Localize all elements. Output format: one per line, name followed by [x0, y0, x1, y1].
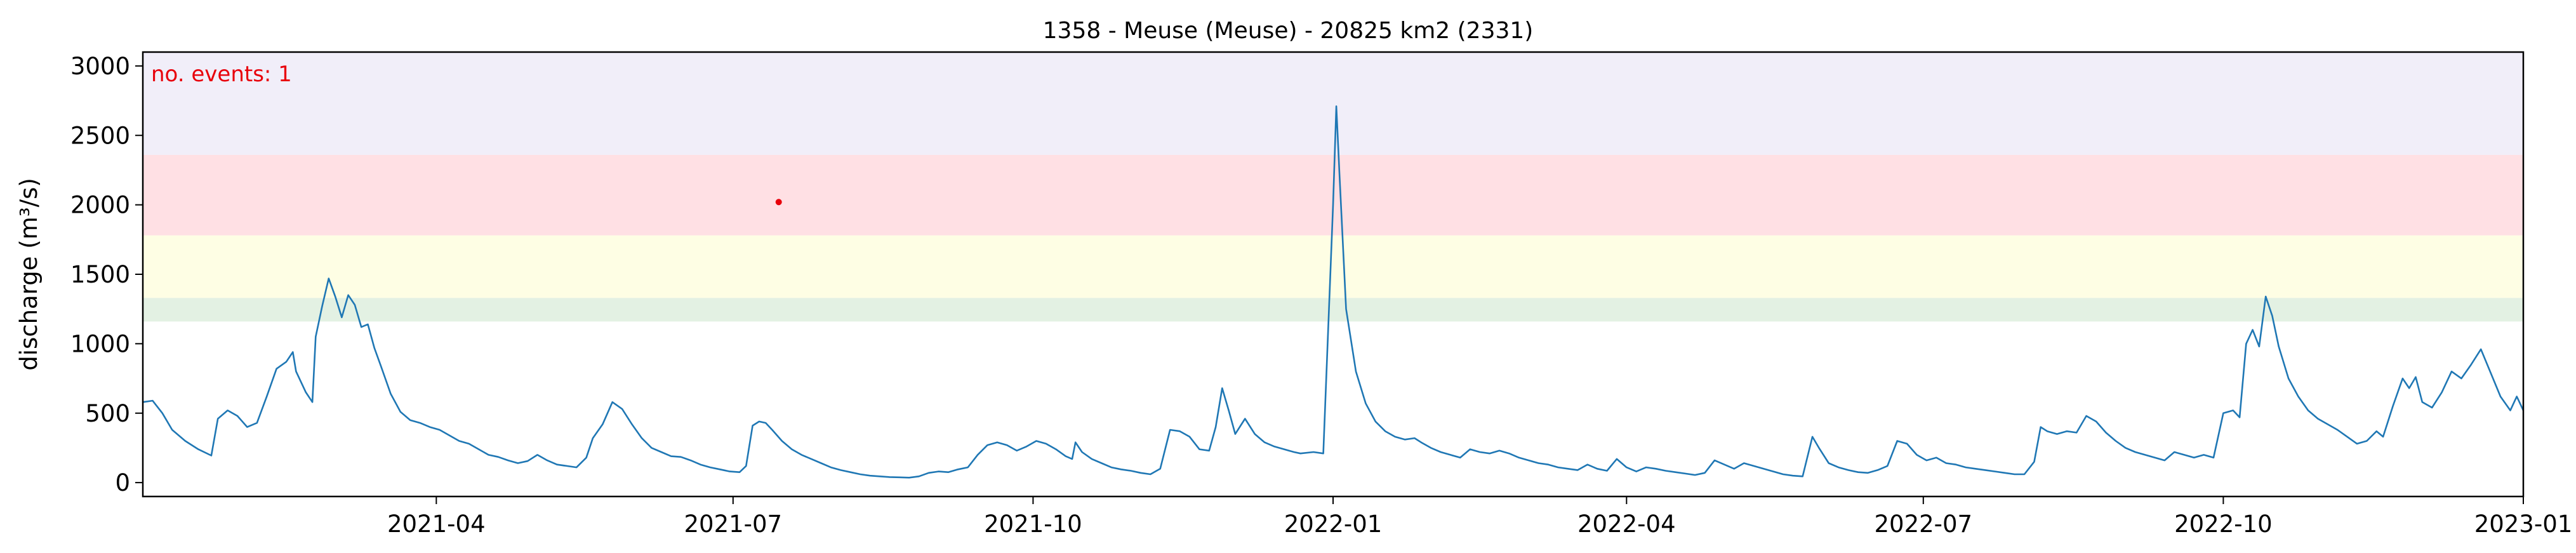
- event-point-1: [775, 199, 782, 206]
- x-tick-label-2021-10: 2021-10: [984, 510, 1082, 538]
- y-axis-label: discharge (m³/s): [15, 178, 43, 371]
- x-tick-label-2022-10: 2022-10: [2174, 510, 2273, 538]
- threshold-band-2: [143, 235, 2523, 298]
- x-tick-label-2021-04: 2021-04: [387, 510, 486, 538]
- x-tick-label-2021-07: 2021-07: [684, 510, 782, 538]
- y-tick-label-3000: 3000: [70, 53, 130, 80]
- y-axis: 0 500 1000 1500 2000 2500 3000: [70, 53, 143, 496]
- series-layer: [142, 105, 2525, 479]
- y-tick-label-1500: 1500: [70, 261, 130, 288]
- x-axis: 2021-04 2021-07 2021-10 2022-01 2022-04 2022-…: [387, 496, 2572, 538]
- y-tick-label-2500: 2500: [70, 122, 130, 149]
- y-tick-label-1000: 1000: [70, 330, 130, 357]
- chart-title: 1358 - Meuse (Meuse) - 20825 km2 (2331): [1043, 18, 1534, 44]
- x-tick-label-2022-04: 2022-04: [1577, 510, 1676, 538]
- threshold-bands: [143, 52, 2523, 322]
- threshold-band-4: [143, 52, 2523, 155]
- y-tick-label-0: 0: [115, 469, 130, 496]
- discharge-series-line-1: [142, 105, 2525, 479]
- event-layer: [775, 199, 782, 206]
- y-tick-label-2000: 2000: [70, 192, 130, 219]
- threshold-band-1: [143, 298, 2523, 322]
- y-tick-label-500: 500: [85, 400, 130, 427]
- x-tick-label-2022-07: 2022-07: [1874, 510, 1972, 538]
- x-tick-label-2023-01: 2023-01: [2474, 510, 2573, 538]
- x-tick-label-2022-01: 2022-01: [1284, 510, 1383, 538]
- events-annotation: no. events: 1: [151, 62, 292, 87]
